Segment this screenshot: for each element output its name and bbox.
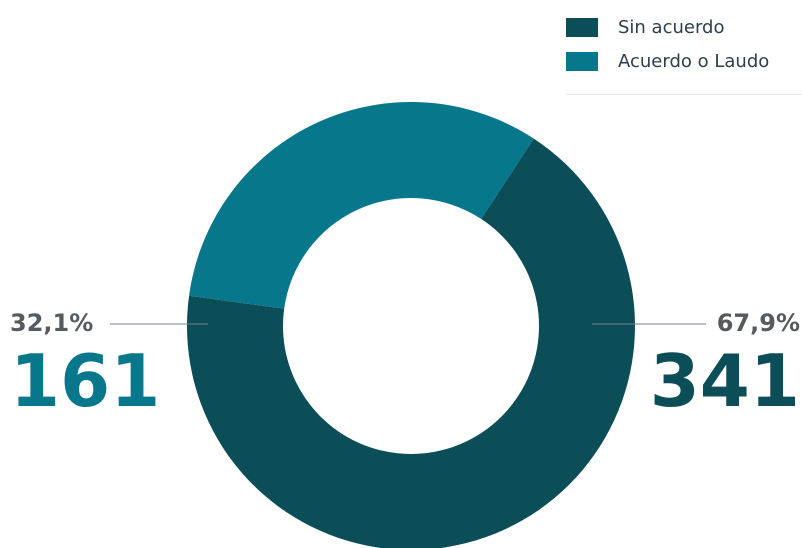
legend-swatch-acuerdo-o-laudo <box>566 51 598 71</box>
value-label-sin-acuerdo: 341 <box>650 339 800 423</box>
legend-item-acuerdo-o-laudo: Acuerdo o Laudo <box>566 44 802 78</box>
percent-label-acuerdo-o-laudo: 32,1% <box>10 309 93 337</box>
slice-acuerdo-o-laudo <box>189 101 534 309</box>
value-label-acuerdo-o-laudo: 161 <box>10 339 160 423</box>
legend-swatch-sin-acuerdo <box>566 17 598 37</box>
donut-slices <box>187 101 635 548</box>
legend-divider <box>566 94 802 95</box>
chart-legend: Sin acuerdo Acuerdo o Laudo <box>566 10 802 95</box>
legend-label-acuerdo-o-laudo: Acuerdo o Laudo <box>618 50 770 72</box>
legend-item-sin-acuerdo: Sin acuerdo <box>566 10 802 44</box>
legend-label-sin-acuerdo: Sin acuerdo <box>618 16 725 38</box>
slice-sin-acuerdo <box>187 138 635 548</box>
percent-label-sin-acuerdo: 67,9% <box>717 309 800 337</box>
